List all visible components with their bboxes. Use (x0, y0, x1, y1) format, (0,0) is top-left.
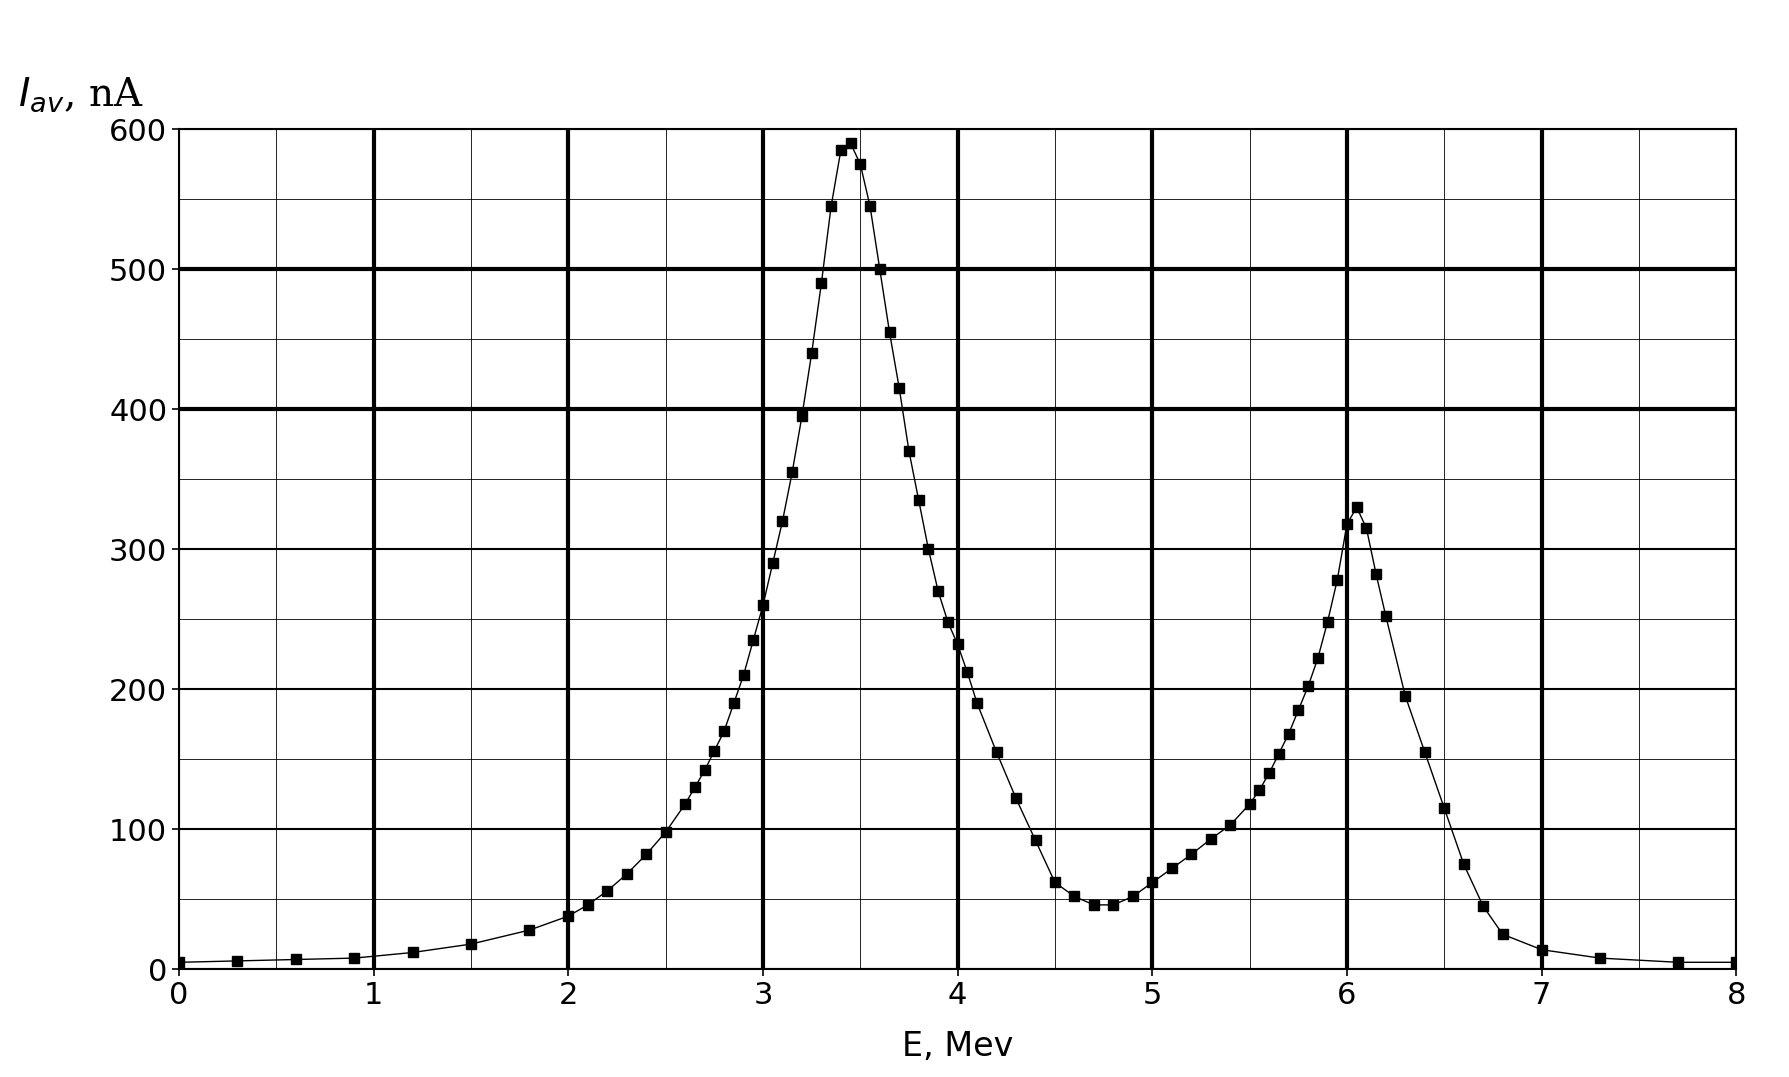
Text: $\mathit{I}_{av}$, nA: $\mathit{I}_{av}$, nA (18, 75, 143, 114)
X-axis label: E, Mev: E, Mev (902, 1030, 1013, 1063)
